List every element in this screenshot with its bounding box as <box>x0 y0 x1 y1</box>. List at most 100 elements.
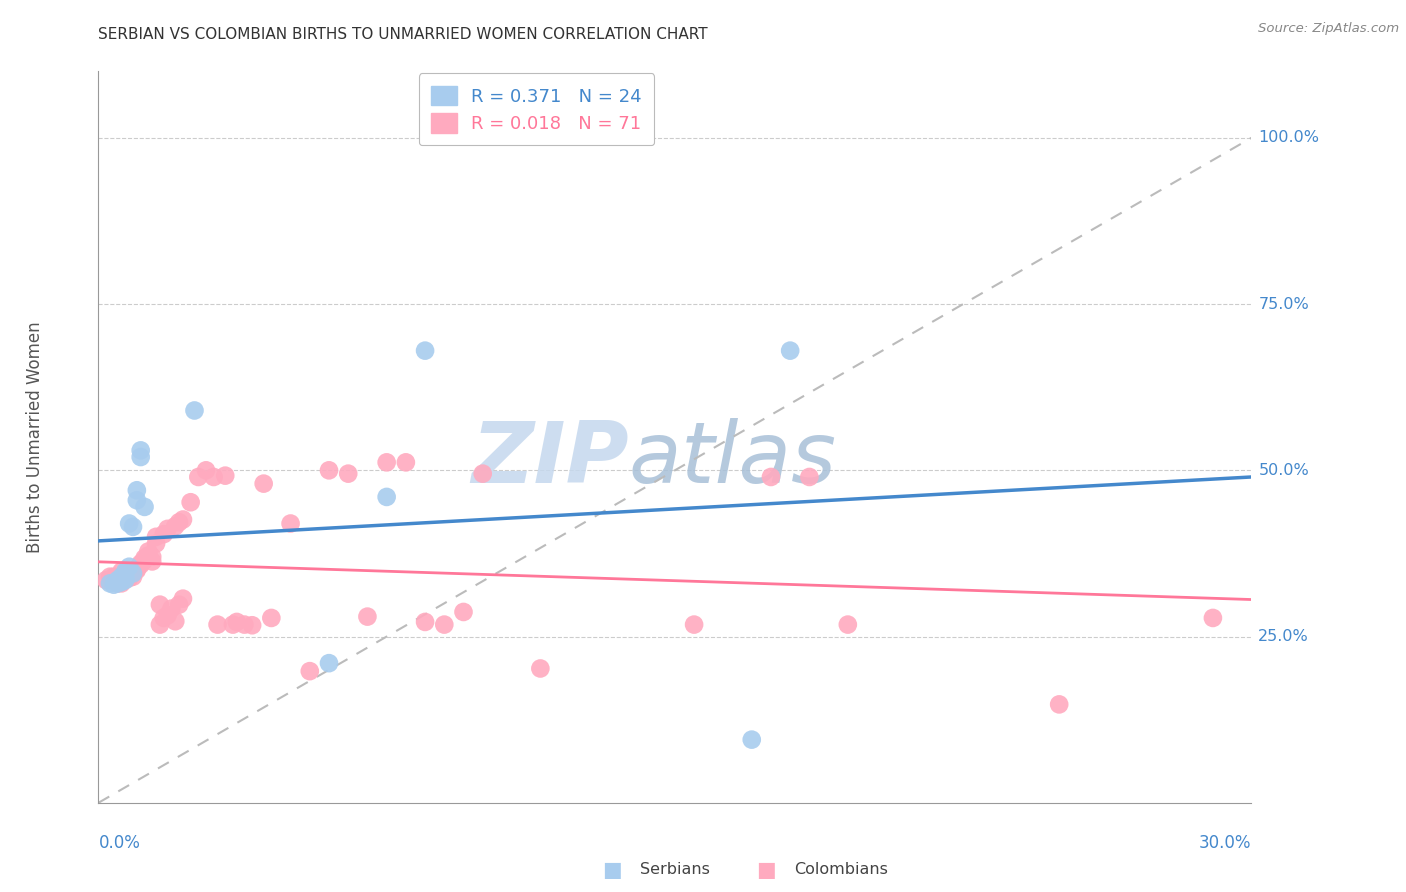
Point <box>160 601 183 615</box>
Point <box>110 565 132 579</box>
Point <box>129 443 152 458</box>
Point <box>122 565 145 579</box>
Point <box>225 615 247 629</box>
Point <box>141 549 163 564</box>
Point <box>107 571 129 585</box>
Point <box>118 571 141 585</box>
Point <box>122 566 145 581</box>
Point <box>107 576 129 591</box>
Point <box>413 615 436 629</box>
Legend: R = 0.371   N = 24, R = 0.018   N = 71: R = 0.371 N = 24, R = 0.018 N = 71 <box>419 73 654 145</box>
Point <box>114 568 136 582</box>
Point <box>172 512 194 526</box>
Point <box>187 470 209 484</box>
Point <box>125 483 148 498</box>
Point <box>138 549 160 563</box>
Text: 100.0%: 100.0% <box>1258 130 1319 145</box>
Point <box>529 661 551 675</box>
Text: Colombians: Colombians <box>794 863 889 877</box>
Point <box>172 591 194 606</box>
Point <box>779 343 801 358</box>
Text: SERBIAN VS COLOMBIAN BIRTHS TO UNMARRIED WOMEN CORRELATION CHART: SERBIAN VS COLOMBIAN BIRTHS TO UNMARRIED… <box>98 27 709 42</box>
Point <box>125 493 148 508</box>
Point <box>94 573 117 587</box>
Point <box>110 576 132 591</box>
Point <box>453 605 475 619</box>
Point <box>149 598 172 612</box>
Point <box>741 732 763 747</box>
Point <box>149 617 172 632</box>
Point <box>253 476 276 491</box>
Point <box>118 568 141 582</box>
Point <box>222 617 245 632</box>
Point <box>799 470 821 484</box>
Point <box>214 468 236 483</box>
Point <box>107 573 129 587</box>
Point <box>837 617 859 632</box>
Text: Serbians: Serbians <box>640 863 710 877</box>
Point <box>356 609 378 624</box>
Point <box>260 611 283 625</box>
Text: 25.0%: 25.0% <box>1258 629 1309 644</box>
Point <box>152 527 174 541</box>
Text: Source: ZipAtlas.com: Source: ZipAtlas.com <box>1258 22 1399 36</box>
Point <box>207 617 229 632</box>
Text: 75.0%: 75.0% <box>1258 297 1309 311</box>
Text: ZIP: ZIP <box>471 417 628 500</box>
Text: 50.0%: 50.0% <box>1258 463 1309 478</box>
Point <box>114 573 136 587</box>
Point <box>167 598 190 612</box>
Point <box>134 500 156 514</box>
Point <box>202 470 225 484</box>
Point <box>98 570 121 584</box>
Point <box>145 530 167 544</box>
Point <box>110 575 132 590</box>
Point <box>240 618 263 632</box>
Point <box>471 467 494 481</box>
Point <box>152 611 174 625</box>
Point <box>165 519 187 533</box>
Point <box>375 490 398 504</box>
Point <box>395 455 418 469</box>
Point <box>156 522 179 536</box>
Point <box>114 570 136 584</box>
Point <box>103 577 125 591</box>
Point <box>183 403 205 417</box>
Point <box>180 495 202 509</box>
Point <box>337 467 360 481</box>
Point <box>413 343 436 358</box>
Point <box>125 563 148 577</box>
Point <box>759 470 782 484</box>
Point <box>114 565 136 579</box>
Point <box>114 566 136 581</box>
Point <box>103 570 125 584</box>
Point <box>107 576 129 591</box>
Point <box>134 553 156 567</box>
Point <box>433 617 456 632</box>
Point <box>134 551 156 566</box>
Point <box>195 463 218 477</box>
Point <box>122 570 145 584</box>
Point <box>122 566 145 581</box>
Text: atlas: atlas <box>628 417 837 500</box>
Point <box>98 576 121 591</box>
Text: ■: ■ <box>602 860 621 880</box>
Point <box>129 557 152 571</box>
Point <box>683 617 706 632</box>
Point <box>298 664 321 678</box>
Point <box>122 520 145 534</box>
Point <box>145 536 167 550</box>
Point <box>129 450 152 464</box>
Point <box>165 614 187 628</box>
Text: ■: ■ <box>756 860 776 880</box>
Point <box>138 544 160 558</box>
Point <box>129 558 152 572</box>
Point <box>1047 698 1070 712</box>
Point <box>114 570 136 584</box>
Point <box>118 559 141 574</box>
Point <box>156 608 179 623</box>
Point <box>375 455 398 469</box>
Text: 0.0%: 0.0% <box>98 834 141 852</box>
Point <box>233 617 256 632</box>
Text: 30.0%: 30.0% <box>1199 834 1251 852</box>
